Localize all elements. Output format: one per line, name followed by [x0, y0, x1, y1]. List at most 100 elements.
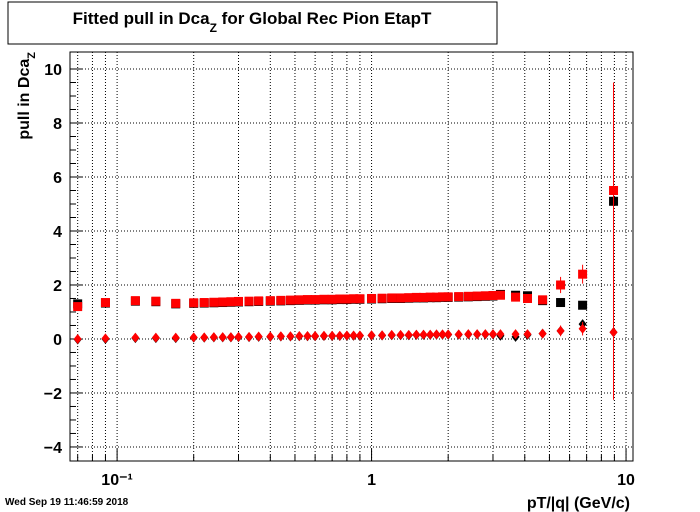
title-subscript: Z [210, 21, 217, 35]
y-tick-label: −2 [44, 386, 62, 403]
y-tick-label: 0 [53, 332, 62, 349]
y-title-subscript: Z [26, 52, 38, 59]
diamond-marker [412, 329, 421, 340]
diamond-marker [473, 329, 482, 340]
chart-title: Fitted pull in DcaZ for Global Rec Pion … [73, 9, 432, 35]
square-marker [411, 292, 421, 302]
diamond-marker [245, 331, 254, 342]
diamond-marker [209, 332, 218, 343]
y-tick-label: 10 [44, 62, 62, 79]
square-marker [310, 295, 320, 305]
timestamp: Wed Sep 19 11:46:59 2018 [5, 497, 129, 508]
title-text: Fitted pull in Dca [73, 9, 210, 28]
diamond-marker [342, 330, 351, 341]
plot-area: −4 −2 0 2 4 6 8 10 10⁻¹ 1 10 [44, 51, 635, 489]
square-marker [199, 298, 209, 308]
diamond-marker [578, 323, 587, 334]
square-marker [209, 297, 219, 307]
diamond-marker [200, 332, 209, 343]
diamond-marker [254, 331, 263, 342]
y-tick-label: 6 [53, 170, 62, 187]
square-marker [254, 296, 264, 306]
diamond-marker [511, 329, 520, 340]
square-marker [578, 300, 588, 310]
y-tick-label: 8 [53, 116, 62, 133]
plot-frame [69, 51, 634, 462]
diamond-marker [266, 331, 275, 342]
square-marker [234, 296, 244, 306]
square-marker [578, 269, 588, 279]
y-title-text: pull in Dca [16, 59, 33, 140]
diamond-marker [556, 325, 565, 336]
square-marker [556, 280, 566, 290]
diamond-marker [426, 329, 435, 340]
x-tick-label: 10⁻¹ [101, 472, 133, 489]
square-marker [335, 294, 345, 304]
square-marker [355, 294, 365, 304]
diamond-marker [171, 332, 180, 343]
diamond-marker [218, 332, 227, 343]
square-marker [419, 292, 429, 302]
x-axis-title: pT/|q| (GeV/c) [527, 495, 630, 512]
diamond-marker [438, 329, 447, 340]
square-marker [387, 293, 397, 303]
square-marker [349, 294, 359, 304]
x-tick-label: 1 [367, 472, 376, 489]
diamond-marker [404, 329, 413, 340]
square-marker [226, 297, 236, 307]
diamond-marker [454, 329, 463, 340]
square-marker [367, 293, 377, 303]
diamond-marker [276, 331, 285, 342]
square-marker [100, 298, 110, 308]
square-marker [294, 295, 304, 305]
square-marker [276, 295, 286, 305]
diamond-marker [523, 329, 532, 340]
square-marker [488, 291, 498, 301]
square-marker [130, 296, 140, 306]
square-marker [438, 292, 448, 302]
square-marker [302, 295, 312, 305]
square-marker [495, 290, 505, 300]
diamond-marker [538, 328, 547, 339]
square-marker [463, 291, 473, 301]
diamond-marker [349, 330, 358, 341]
diamond-marker [396, 329, 405, 340]
square-marker [285, 295, 295, 305]
square-marker [472, 291, 482, 301]
square-marker [443, 292, 453, 302]
square-marker [171, 298, 181, 308]
square-marker [425, 292, 435, 302]
diamond-marker [303, 331, 312, 342]
square-marker [609, 185, 619, 195]
square-marker [151, 296, 161, 306]
diamond-marker [295, 331, 304, 342]
square-marker [404, 293, 414, 303]
diamond-marker [355, 330, 364, 341]
title-tail: for Global Rec Pion EtapT [217, 9, 432, 28]
plot-background [70, 52, 633, 461]
diamond-marker [311, 331, 320, 342]
diamond-marker [234, 331, 243, 342]
square-marker [523, 293, 533, 303]
diamond-marker [101, 333, 110, 344]
square-marker [218, 297, 228, 307]
square-marker [244, 296, 254, 306]
square-marker [538, 295, 548, 305]
diamond-marker [488, 329, 497, 340]
square-marker [327, 294, 337, 304]
diamond-marker [378, 330, 387, 341]
diamond-marker [328, 330, 337, 341]
y-tick-label: 2 [53, 278, 62, 295]
diamond-marker [432, 329, 441, 340]
diamond-marker [444, 329, 453, 340]
diamond-marker [319, 330, 328, 341]
diamond-marker [335, 330, 344, 341]
x-tick-label: 10 [617, 472, 635, 489]
square-marker [265, 296, 275, 306]
y-tick-label: 4 [53, 224, 62, 241]
square-marker [189, 298, 199, 308]
square-marker [480, 291, 490, 301]
diamond-marker [226, 332, 235, 343]
diamond-marker [481, 329, 490, 340]
